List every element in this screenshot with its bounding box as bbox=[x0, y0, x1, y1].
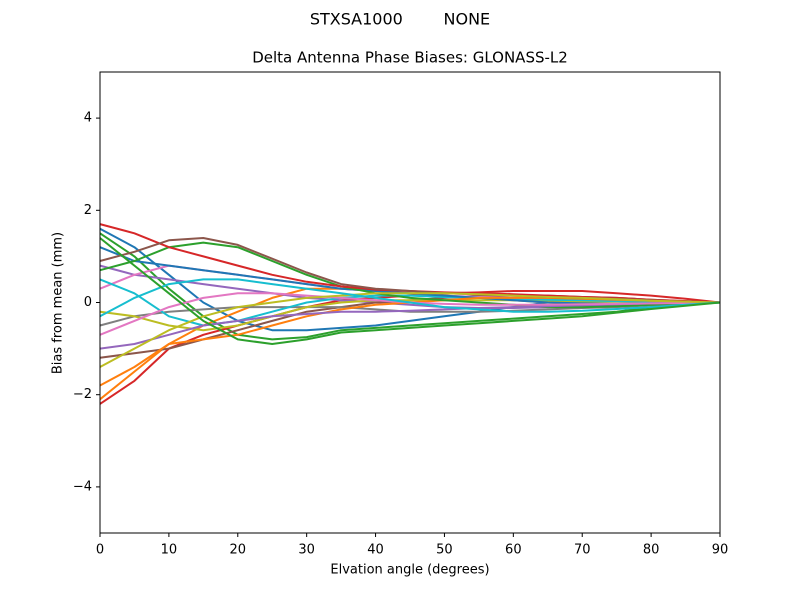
x-tick-label: 40 bbox=[367, 543, 384, 558]
series-line bbox=[99, 237, 721, 345]
x-tick-label: 30 bbox=[298, 543, 315, 558]
x-tick-label: 50 bbox=[436, 543, 453, 558]
series-line bbox=[99, 292, 721, 368]
y-tick-label: 2 bbox=[84, 203, 92, 218]
x-tick-label: 90 bbox=[712, 543, 729, 558]
x-tick-label: 20 bbox=[230, 543, 247, 558]
y-tick-label: 0 bbox=[84, 295, 92, 310]
y-axis-label: Bias from mean (mm) bbox=[51, 232, 66, 374]
x-tick-label: 70 bbox=[574, 543, 591, 558]
series-line bbox=[99, 241, 721, 309]
x-tick-label: 0 bbox=[96, 543, 104, 558]
x-tick-label: 60 bbox=[505, 543, 522, 558]
series-line bbox=[99, 278, 721, 318]
plot-lines bbox=[99, 223, 721, 405]
x-tick-label: 10 bbox=[161, 543, 178, 558]
chart-title: Delta Antenna Phase Biases: GLONASS-L2 bbox=[252, 49, 568, 67]
y-tick-label: −4 bbox=[73, 479, 92, 494]
suptitle: STXSA1000 NONE bbox=[310, 10, 490, 29]
x-axis-label: Elvation angle (degrees) bbox=[330, 563, 489, 578]
y-tick-label: 4 bbox=[84, 111, 92, 126]
y-tick-label: −2 bbox=[73, 387, 92, 402]
x-tick-label: 80 bbox=[643, 543, 660, 558]
